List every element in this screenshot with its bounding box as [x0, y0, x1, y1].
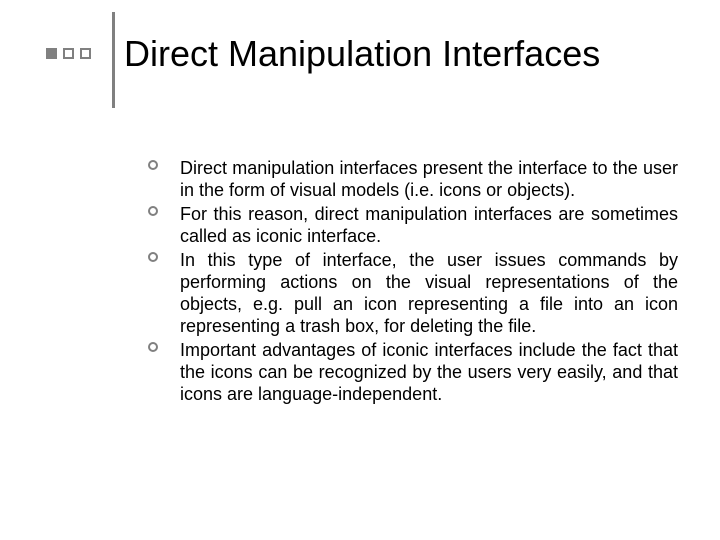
list-item: Important advantages of iconic interface…: [148, 340, 678, 406]
body-content: Direct manipulation interfaces present t…: [148, 158, 678, 407]
title-divider: [112, 12, 115, 108]
list-item-text: Important advantages of iconic interface…: [180, 340, 678, 404]
list-item-text: For this reason, direct manipulation int…: [180, 204, 678, 246]
bullet-icon: [148, 160, 158, 170]
bullet-list: Direct manipulation interfaces present t…: [148, 158, 678, 405]
bullet-icon: [148, 252, 158, 262]
page-title: Direct Manipulation Interfaces: [124, 34, 684, 74]
list-item: For this reason, direct manipulation int…: [148, 204, 678, 248]
slide: Direct Manipulation Interfaces Direct ma…: [0, 0, 720, 540]
list-item-text: Direct manipulation interfaces present t…: [180, 158, 678, 200]
decor-square-icon: [63, 48, 74, 59]
decor-square-icon: [46, 48, 57, 59]
bullet-icon: [148, 342, 158, 352]
list-item-text: In this type of interface, the user issu…: [180, 250, 678, 336]
list-item: Direct manipulation interfaces present t…: [148, 158, 678, 202]
decor-squares: [46, 48, 91, 59]
decor-square-icon: [80, 48, 91, 59]
bullet-icon: [148, 206, 158, 216]
list-item: In this type of interface, the user issu…: [148, 250, 678, 338]
